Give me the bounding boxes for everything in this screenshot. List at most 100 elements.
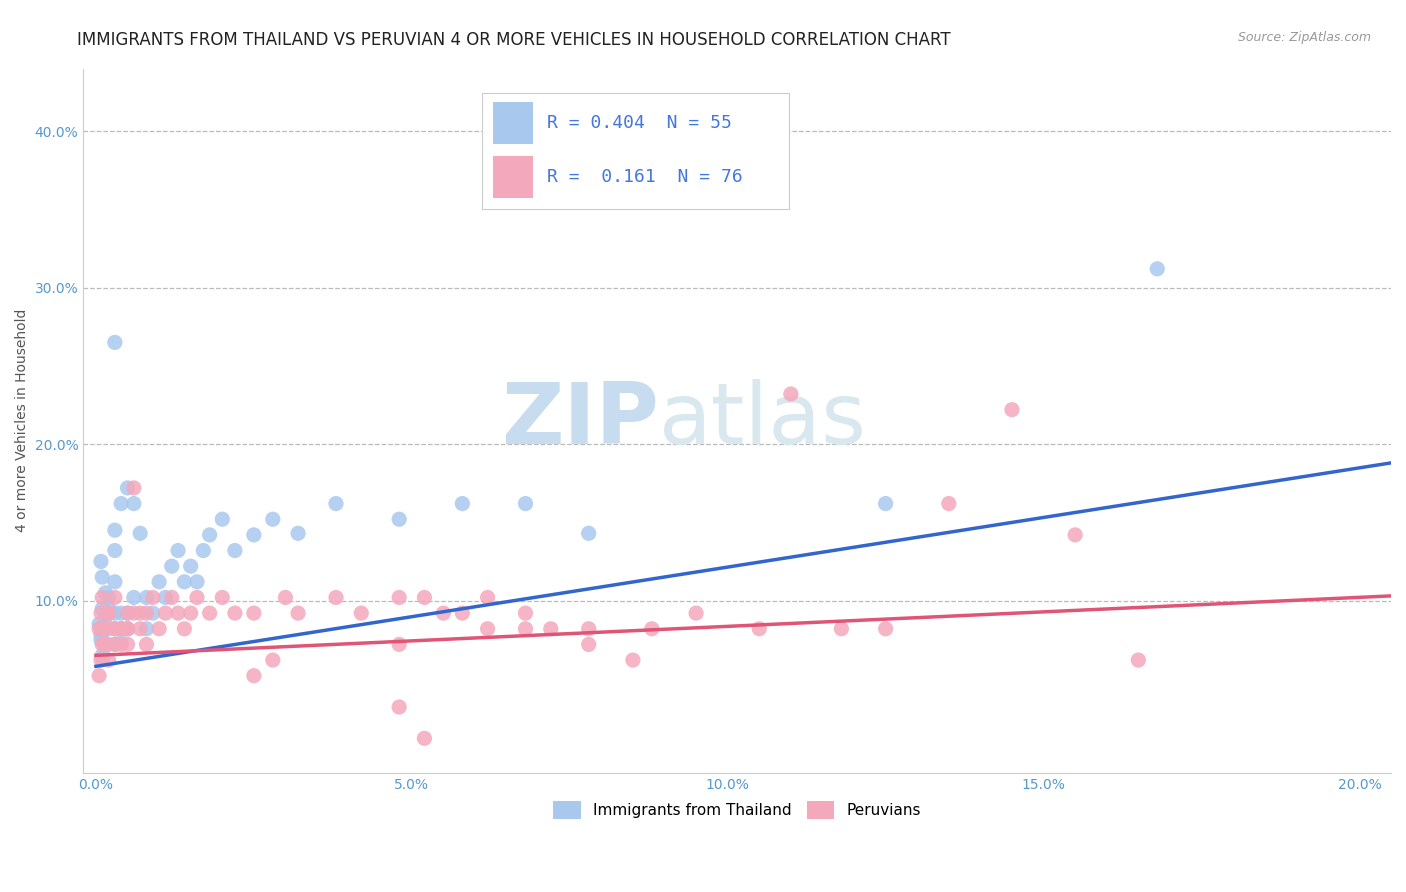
Point <box>167 606 190 620</box>
Point <box>122 481 145 495</box>
Point <box>142 606 165 620</box>
Point <box>186 574 208 589</box>
Point <box>1146 261 1168 276</box>
Point <box>180 606 202 620</box>
Point <box>830 622 852 636</box>
Point <box>413 591 436 605</box>
Point <box>91 637 114 651</box>
Point <box>94 606 117 620</box>
Point <box>155 606 177 620</box>
Point <box>287 606 309 620</box>
Point <box>91 570 114 584</box>
Point <box>193 543 215 558</box>
Point <box>94 637 117 651</box>
Point <box>87 669 110 683</box>
Point <box>97 606 120 620</box>
Point <box>875 622 897 636</box>
Point <box>104 622 127 636</box>
Point <box>110 637 132 651</box>
Point <box>97 606 120 620</box>
Point <box>104 622 127 636</box>
Point <box>129 622 152 636</box>
Point <box>117 637 139 651</box>
Point <box>94 617 117 632</box>
Point <box>91 648 114 663</box>
Point <box>160 591 183 605</box>
Point <box>94 586 117 600</box>
Point <box>94 637 117 651</box>
Point <box>224 606 246 620</box>
Point <box>198 528 221 542</box>
Point <box>451 497 474 511</box>
Point <box>287 526 309 541</box>
Point <box>135 637 157 651</box>
Point <box>90 554 112 568</box>
Point <box>388 512 411 526</box>
Point <box>117 622 139 636</box>
Point <box>938 497 960 511</box>
Point <box>135 591 157 605</box>
Point <box>87 622 110 636</box>
Point <box>173 574 195 589</box>
Point <box>117 481 139 495</box>
Point <box>180 559 202 574</box>
Point <box>477 591 499 605</box>
Point <box>110 622 132 636</box>
Point <box>91 601 114 615</box>
Point <box>578 637 600 651</box>
Point <box>110 622 132 636</box>
Point <box>90 606 112 620</box>
Point <box>110 622 132 636</box>
Point <box>148 622 170 636</box>
Point <box>779 387 801 401</box>
Point <box>122 497 145 511</box>
Point <box>211 591 233 605</box>
Point <box>685 606 707 620</box>
Point <box>97 606 120 620</box>
Point <box>91 622 114 636</box>
Point <box>104 637 127 651</box>
Point <box>104 335 127 350</box>
Point <box>104 523 127 537</box>
Point <box>90 653 112 667</box>
Point <box>97 637 120 651</box>
Point <box>104 637 127 651</box>
Point <box>87 617 110 632</box>
Point <box>875 497 897 511</box>
Point <box>110 606 132 620</box>
Point <box>432 606 454 620</box>
Point <box>388 591 411 605</box>
Point <box>117 606 139 620</box>
Point <box>160 559 183 574</box>
Point <box>451 606 474 620</box>
Point <box>104 606 127 620</box>
Point <box>110 622 132 636</box>
Point <box>350 606 373 620</box>
Point <box>129 526 152 541</box>
Text: atlas: atlas <box>658 379 866 462</box>
Point <box>104 574 127 589</box>
Point <box>1064 528 1087 542</box>
Point <box>110 497 132 511</box>
Point <box>186 591 208 605</box>
Point <box>641 622 664 636</box>
Point <box>578 526 600 541</box>
Point <box>274 591 297 605</box>
Point <box>91 651 114 665</box>
Point <box>515 622 537 636</box>
Point <box>117 622 139 636</box>
Point <box>1001 402 1024 417</box>
Y-axis label: 4 or more Vehicles in Household: 4 or more Vehicles in Household <box>15 309 30 533</box>
Point <box>90 632 112 647</box>
Point <box>515 606 537 620</box>
Point <box>97 601 120 615</box>
Point <box>167 543 190 558</box>
Point <box>97 591 120 605</box>
Point <box>117 606 139 620</box>
Point <box>97 653 120 667</box>
Point <box>1128 653 1150 667</box>
Text: IMMIGRANTS FROM THAILAND VS PERUVIAN 4 OR MORE VEHICLES IN HOUSEHOLD CORRELATION: IMMIGRANTS FROM THAILAND VS PERUVIAN 4 O… <box>77 31 950 49</box>
Point <box>388 637 411 651</box>
Point <box>477 622 499 636</box>
Point <box>325 591 347 605</box>
